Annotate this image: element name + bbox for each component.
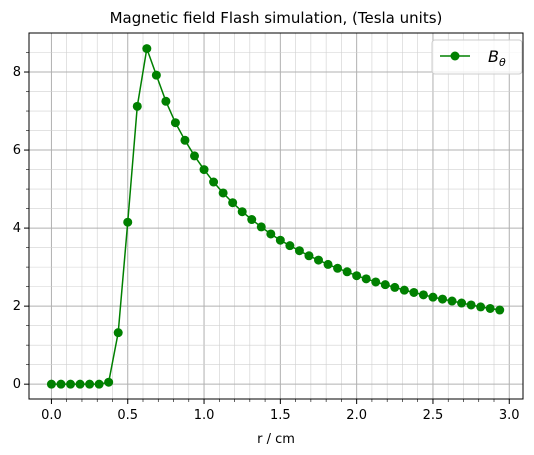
x-tick-label: 2.0 (346, 408, 367, 423)
data-point (85, 379, 95, 389)
data-point (390, 282, 400, 292)
x-tick-label: 1.0 (194, 408, 215, 423)
data-point (457, 298, 467, 308)
data-point (256, 222, 266, 232)
x-tick-label: 3.0 (499, 408, 520, 423)
data-point (485, 303, 495, 313)
data-point (285, 241, 295, 251)
data-point (46, 379, 56, 389)
data-point (323, 259, 333, 269)
x-tick-label: 1.5 (270, 408, 291, 423)
legend-label-main: B (488, 47, 499, 66)
data-point (266, 229, 276, 239)
data-point (228, 198, 238, 208)
data-point (314, 255, 324, 265)
data-point (399, 285, 409, 295)
legend-label: Bθ (488, 47, 506, 69)
y-tick-label: 2 (13, 299, 21, 314)
data-point (151, 70, 161, 80)
data-point (247, 215, 257, 225)
data-point (123, 217, 133, 227)
legend-marker (450, 51, 460, 61)
data-point (428, 292, 438, 302)
data-point (495, 305, 505, 315)
legend-label-subscript: θ (499, 56, 506, 69)
axis-ticks: 0.0 0.5 1.0 1.5 2.0 2.5 3.0 0 2 4 6 8 (13, 52, 520, 423)
x-tick-label: 0.5 (117, 408, 138, 423)
data-point (199, 165, 209, 175)
data-point (190, 151, 200, 161)
data-point (361, 274, 371, 284)
data-point (275, 235, 285, 245)
data-point (466, 300, 476, 310)
data-point (342, 267, 352, 277)
data-point (380, 280, 390, 290)
data-point (209, 177, 219, 187)
data-point (304, 251, 314, 261)
legend: Bθ (431, 39, 523, 75)
data-point (66, 379, 76, 389)
plot-frame (28, 32, 524, 400)
series-group (46, 44, 505, 389)
data-point (75, 379, 85, 389)
data-point (418, 290, 428, 300)
data-point (371, 277, 381, 287)
data-point (352, 271, 362, 281)
data-point (409, 287, 419, 297)
data-point (437, 294, 447, 304)
x-tick-label: 0.0 (41, 408, 62, 423)
data-point (56, 379, 66, 389)
chart-title: Magnetic field Flash simulation, (Tesla … (110, 9, 443, 27)
data-point (132, 101, 142, 111)
y-tick-label: 8 (13, 65, 21, 80)
data-point (170, 118, 180, 128)
data-point (237, 207, 247, 217)
legend-box (431, 39, 523, 75)
data-point (94, 379, 104, 389)
data-point (294, 246, 304, 256)
data-point (104, 377, 114, 387)
data-point (447, 296, 457, 306)
y-tick-label: 4 (13, 221, 21, 236)
grid (29, 33, 523, 399)
x-axis-label: r / cm (257, 432, 295, 447)
data-point (161, 96, 171, 106)
x-tick-label: 2.5 (423, 408, 444, 423)
y-tick-label: 6 (13, 143, 21, 158)
data-point (180, 135, 190, 145)
y-tick-label: 0 (13, 377, 21, 392)
data-point (142, 44, 152, 54)
data-point (218, 188, 228, 198)
data-point (476, 302, 486, 312)
data-point (333, 263, 343, 273)
data-point (113, 328, 123, 338)
